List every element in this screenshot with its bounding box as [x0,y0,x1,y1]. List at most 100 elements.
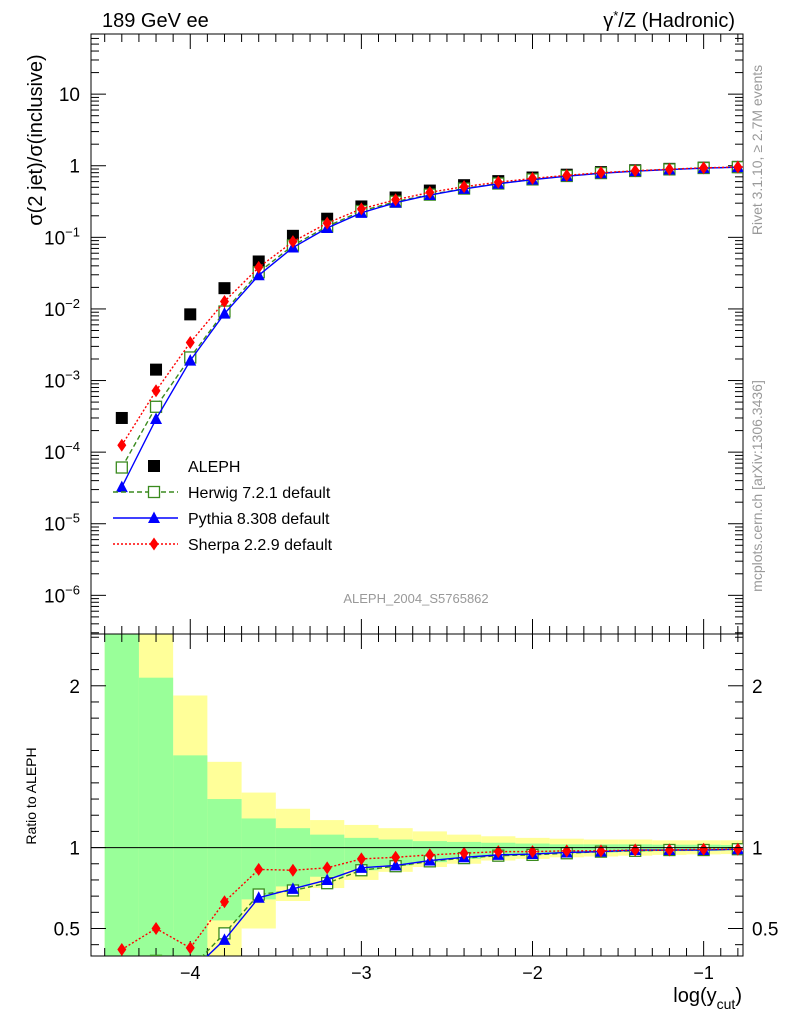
pythia-ratio-point [218,933,231,945]
sherpa-point [596,166,606,180]
pythia-ratio-point [150,971,162,983]
sherpa-point [768,160,777,173]
y-tick-label-main: 10−1 [44,224,80,249]
aleph-point [150,363,163,376]
sherpa-point [459,180,469,194]
herwig-ratio-point [767,843,778,854]
pythia-ratio-point [116,985,128,997]
sherpa-point [493,175,503,189]
y-tick-label-ratio-right: 1 [752,839,763,860]
axis-ticks [91,34,743,956]
sherpa-ratio-point [493,845,503,859]
y-axis-title-ratio: Ratio to ALEPH [23,747,39,844]
pythia-point [150,412,163,425]
sherpa-point [391,193,401,207]
pythia-ratio-point [252,891,265,903]
band-green-bin [275,828,311,887]
herwig-ratio-point [116,972,127,983]
sherpa-point [699,161,709,175]
uncertainty-bands [104,634,743,956]
legend: ALEPH Herwig 7.2.1 default Pythia 8.308 de… [113,459,333,554]
legend-label-sherpa: Sherpa 2.2.9 default [188,537,333,554]
pythia-point [115,480,128,493]
y-tick-label-ratio: 1 [69,839,80,860]
sherpa-line-ratio [121,848,743,951]
x-tick-label: −4 [180,963,201,983]
band-green-bin [241,818,276,900]
legend-label-aleph: ALEPH [188,459,240,476]
pythia-point [252,268,265,281]
sherpa-ratio-point [425,848,435,862]
sherpa-point [733,160,743,174]
main-plot-series [115,160,777,493]
aleph-point [218,282,231,295]
sherpa-ratio-point [768,842,777,855]
legend-marker-herwig [147,485,161,499]
band-green-bin [173,755,208,956]
pythia-ratio-point [321,873,334,885]
aleph-point [184,308,197,321]
legend-label-pythia: Pythia 8.308 default [188,511,330,528]
band-green-bin [104,634,139,956]
sherpa-point [356,202,366,216]
sherpa-ratio-point [219,895,229,909]
aleph-point [115,411,128,424]
pythia-point [184,354,197,366]
pythia-ratio-point [355,861,368,873]
pythia-ratio-point [286,882,299,894]
y-tick-label-main: 1 [69,157,80,178]
sherpa-ratio-point [630,843,640,857]
sherpa-ratio-point [185,941,195,955]
sherpa-ratio-point [151,921,161,935]
sherpa-ratio-point [664,843,674,857]
y-tick-label-ratio: 2 [69,677,80,698]
y-tick-label-main: 10 [59,85,80,106]
sherpa-point [254,260,264,274]
sherpa-ratio-point [391,850,401,864]
sherpa-point [630,164,640,178]
herwig-ratio-point [149,954,163,956]
sherpa-point [664,162,674,176]
x-tick-label: −3 [351,963,372,983]
legend-label-herwig: Herwig 7.2.1 default [188,485,331,502]
x-tick-label: −1 [693,963,714,983]
rivet-version-label: Rivet 3.1.10, ≥ 2.7M events [749,65,765,235]
herwig-point [149,400,163,413]
ratio-plot-frame [90,633,744,957]
legend-marker-pythia [148,511,160,523]
sherpa-ratio-point [699,842,709,856]
pythia-ratio-point [389,858,402,871]
sherpa-point [528,171,538,185]
sherpa-ratio-point [733,842,743,856]
sherpa-point [288,235,298,249]
sherpa-ratio-point [528,845,538,859]
y-tick-label-main: 10−6 [44,582,80,607]
pythia-ratio-point [766,842,778,854]
mcplots-reference-label: mcplots.cern.ch [arXiv:1306.3436] [749,380,765,592]
pythia-line-ratio [206,848,743,956]
sherpa-line-main [121,166,743,446]
sherpa-point [425,185,435,199]
sherpa-ratio-point [254,862,264,876]
sherpa-point [219,295,229,309]
y-tick-label-ratio: 0.5 [54,919,80,940]
y-axis-title-main: σ(2 jet)/σ(inclusive) [25,54,47,225]
y-tick-label-main: 10−5 [44,511,80,536]
pythia-line-main [121,166,743,488]
sherpa-point [562,168,572,182]
y-tick-label-main: 10−2 [44,296,80,321]
sherpa-ratio-point [459,846,469,860]
y-tick-label-ratio-right: 2 [752,677,763,698]
y-tick-label-main: 10−3 [44,368,80,393]
legend-marker-aleph [148,460,160,472]
sherpa-ratio-point [117,943,127,956]
sherpa-point [151,384,161,398]
x-axis-title: log(ycut) [673,985,742,1012]
y-tick-label-main: 10−4 [44,439,80,464]
energy-label: 189 GeV ee [102,10,209,32]
sherpa-ratio-point [356,852,366,866]
sherpa-ratio-point [288,863,298,877]
x-tick-label: −2 [522,963,543,983]
pythia-point [218,307,231,319]
sherpa-point [322,216,332,230]
